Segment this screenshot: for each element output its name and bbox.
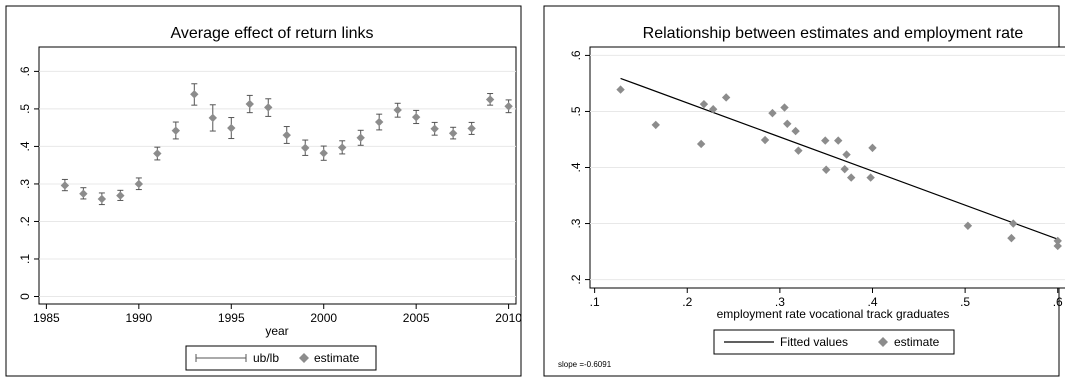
y-tick-label: .2 — [569, 274, 583, 284]
estimate-point — [616, 85, 625, 94]
estimate-point — [821, 165, 831, 174]
estimate-point — [171, 126, 181, 135]
estimate-point — [282, 130, 291, 140]
estimate-point — [190, 90, 199, 99]
estimate-point — [79, 189, 88, 198]
y-tick-label: .4 — [18, 141, 32, 151]
estimate-point — [245, 99, 254, 109]
legend-swatch-estimate — [878, 337, 888, 347]
estimate-point — [356, 133, 365, 142]
estimate-point — [794, 146, 803, 155]
x-tick-label: 1995 — [218, 311, 245, 325]
x-axis-label: year — [265, 324, 288, 338]
estimate-point — [153, 149, 162, 158]
x-tick-label: .6 — [1053, 295, 1063, 309]
estimate-point — [116, 191, 125, 200]
estimate-point — [842, 150, 851, 159]
legend-label-fitted: Fitted values — [780, 335, 848, 349]
chart-panel-left: Average effect of return links 0 .1 .2 .3 .4… — [0, 0, 527, 382]
chart-title: Relationship between estimates and emplo… — [643, 25, 1024, 42]
estimate-point — [485, 95, 495, 104]
chart-svg-left: Average effect of return links 0 .1 .2 .3 .4… — [5, 5, 522, 377]
estimate-point — [97, 194, 107, 204]
legend-label-estimate: estimate — [894, 335, 940, 349]
y-tick-label: .3 — [569, 218, 583, 228]
estimate-point — [393, 105, 402, 115]
x-tick-label: 2005 — [403, 311, 430, 325]
x-tick-label: .3 — [775, 295, 785, 309]
estimate-point — [963, 221, 973, 230]
estimate-point — [264, 103, 273, 112]
x-tick-label: .4 — [867, 295, 877, 309]
fitted-line — [620, 77, 1058, 240]
y-tick-label: .4 — [569, 162, 583, 172]
estimate-point — [208, 113, 217, 123]
chart-title: Average effect of return links — [170, 25, 373, 42]
panel-border — [5, 5, 522, 377]
x-axis-label: employment rate vocational track graduat… — [717, 307, 950, 321]
x-tick-label: .2 — [682, 295, 692, 309]
y-tick-label: 0 — [18, 293, 32, 300]
estimate-point — [227, 123, 236, 133]
legend-swatch-estimate — [299, 353, 309, 363]
chart-svg-right: Relationship between estimates and emplo… — [543, 5, 1065, 377]
estimate-point — [840, 164, 849, 174]
estimate-point — [696, 139, 706, 149]
slope-note: slope =-0.6091 — [558, 360, 612, 369]
estimate-point — [448, 129, 458, 138]
estimate-point — [846, 173, 856, 182]
legend-swatch-ub-lb — [195, 354, 247, 362]
estimate-point — [301, 143, 310, 153]
estimate-point — [319, 148, 328, 158]
plot-area — [38, 46, 517, 305]
y-tick-label: .2 — [18, 216, 32, 226]
x-tick-label: .1 — [590, 295, 600, 309]
legend: Fitted values estimate — [713, 329, 955, 355]
estimate-point — [430, 124, 439, 133]
chart-panel-right: Relationship between estimates and emplo… — [538, 0, 1065, 382]
estimate-point — [504, 102, 513, 111]
x-tick-label: 2000 — [310, 311, 337, 325]
estimate-point — [1053, 241, 1062, 251]
estimate-point — [868, 143, 877, 153]
legend-label-ub-lb: ub/lb — [253, 351, 279, 365]
estimate-point — [866, 173, 875, 182]
x-tick-label: .5 — [960, 295, 970, 309]
y-tick-label: .5 — [569, 106, 583, 116]
x-tick-label: 2010 — [495, 311, 522, 325]
estimate-point — [1009, 219, 1018, 228]
y-tick-label: .1 — [18, 254, 32, 264]
estimate-point — [374, 117, 384, 127]
legend-label-estimate: estimate — [314, 351, 360, 365]
y-tick-label: .3 — [18, 179, 32, 189]
estimate-point — [134, 179, 144, 189]
estimate-point — [411, 112, 421, 122]
x-tick-label: 1990 — [125, 311, 152, 325]
y-tick-label: .6 — [18, 66, 32, 76]
estimate-point — [834, 136, 843, 145]
estimate-point — [708, 105, 718, 114]
estimate-point — [60, 181, 70, 190]
legend: ub/lb estimate — [185, 345, 377, 371]
estimate-point — [1053, 236, 1062, 246]
estimate-point — [338, 143, 347, 152]
x-tick-label: 1985 — [33, 311, 60, 325]
estimate-point — [467, 124, 476, 133]
y-tick-label: .5 — [18, 104, 32, 114]
y-tick-label: .6 — [569, 50, 583, 60]
